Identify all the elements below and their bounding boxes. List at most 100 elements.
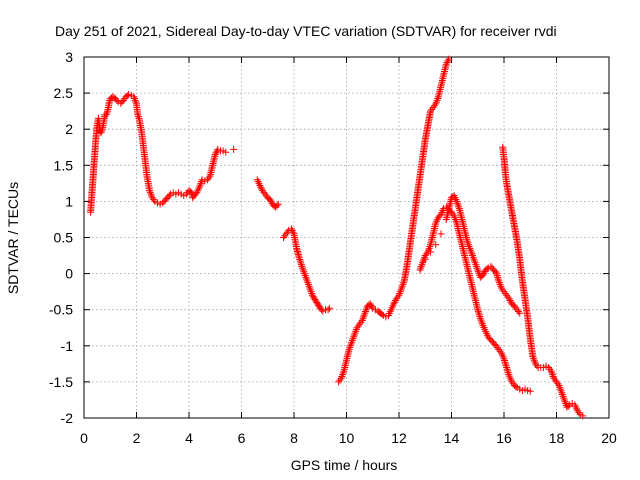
data-point: [297, 259, 305, 267]
data-point: [465, 241, 473, 249]
data-point: [553, 378, 560, 386]
data-point: [348, 336, 356, 344]
data-point: [437, 230, 445, 238]
data-point: [308, 291, 316, 299]
data-point: [325, 304, 333, 312]
data-point: [427, 248, 434, 256]
data-point: [506, 374, 514, 382]
data-point: [450, 212, 458, 220]
data-point: [299, 266, 307, 274]
data-point: [451, 214, 459, 222]
data-point: [579, 412, 587, 420]
data-point: [396, 288, 404, 296]
data-point: [301, 270, 308, 278]
data-point: [421, 255, 429, 263]
data-point: [359, 315, 367, 323]
data-point: [421, 253, 429, 261]
data-point: [354, 322, 362, 330]
data-point: [288, 227, 296, 235]
data-point: [547, 367, 555, 375]
data-point: [362, 308, 370, 316]
data-point: [324, 306, 332, 314]
data-point: [493, 344, 501, 352]
data-point: [361, 309, 369, 317]
data-point: [391, 298, 399, 306]
data-point: [564, 402, 572, 410]
data-point: [546, 365, 554, 373]
data-point: [526, 387, 534, 395]
data-point: [430, 102, 438, 110]
data-point: [529, 353, 537, 361]
data-point: [572, 403, 580, 411]
data-point: [362, 306, 370, 314]
data-point: [560, 396, 568, 404]
data-point: [395, 291, 403, 299]
data-point: [305, 282, 313, 290]
data-point: [337, 374, 345, 382]
data-point: [302, 273, 310, 281]
data-point: [503, 291, 511, 299]
data-point: [260, 188, 268, 196]
data-point: [306, 286, 314, 294]
data-point: [336, 376, 344, 384]
data-point: [417, 264, 425, 272]
data-point: [474, 268, 482, 276]
data-point: [345, 345, 353, 353]
data-point: [314, 300, 322, 308]
data-point: [146, 188, 154, 196]
data-point: [352, 326, 360, 334]
data-point: [561, 398, 569, 406]
data-point: [394, 293, 402, 301]
data-point: [203, 176, 211, 184]
data-point: [273, 202, 281, 210]
y-axis-label: SDTVAR / TECUs: [5, 182, 21, 294]
data-point: [148, 194, 156, 202]
data-point: [496, 280, 504, 288]
data-point: [313, 298, 321, 306]
data-point: [558, 391, 566, 399]
data-point: [390, 300, 398, 308]
data-point: [492, 268, 500, 276]
data-point: [477, 316, 485, 324]
data-point: [513, 306, 521, 314]
data-point: [230, 145, 238, 153]
data-point: [560, 394, 568, 402]
x-tick-label: 10: [339, 430, 355, 446]
data-point: [463, 237, 471, 245]
data-point: [368, 303, 376, 311]
x-tick-label: 18: [549, 430, 565, 446]
data-point: [425, 244, 433, 252]
data-point: [454, 201, 462, 209]
data-point: [505, 295, 513, 303]
data-point: [146, 187, 154, 195]
data-point: [443, 59, 451, 67]
data-point: [512, 383, 520, 391]
data-point: [311, 296, 319, 304]
data-point: [470, 257, 478, 265]
data-point: [300, 268, 308, 276]
data-point: [335, 378, 343, 386]
data-point: [351, 329, 359, 337]
data-point: [483, 265, 491, 273]
data-point: [350, 333, 358, 341]
data-point: [497, 282, 505, 290]
data-point: [505, 370, 513, 378]
data-point: [417, 262, 425, 270]
x-tick-label: 0: [80, 430, 88, 446]
data-point: [479, 271, 487, 279]
data-point: [476, 313, 484, 321]
data-point: [211, 150, 219, 158]
data-point: [346, 342, 354, 350]
data-point: [559, 392, 567, 400]
y-tick-label: 3: [65, 49, 73, 65]
data-point: [495, 277, 503, 285]
y-tick-label: 1.5: [54, 157, 74, 173]
data-point: [516, 309, 524, 317]
data-point: [532, 360, 539, 368]
data-point: [267, 198, 275, 206]
data-point: [266, 196, 274, 204]
data-point: [131, 95, 139, 103]
data-point: [555, 382, 563, 390]
data-point: [551, 376, 559, 384]
chart-title: Day 251 of 2021, Sidereal Day-to-day VTE…: [55, 23, 557, 39]
